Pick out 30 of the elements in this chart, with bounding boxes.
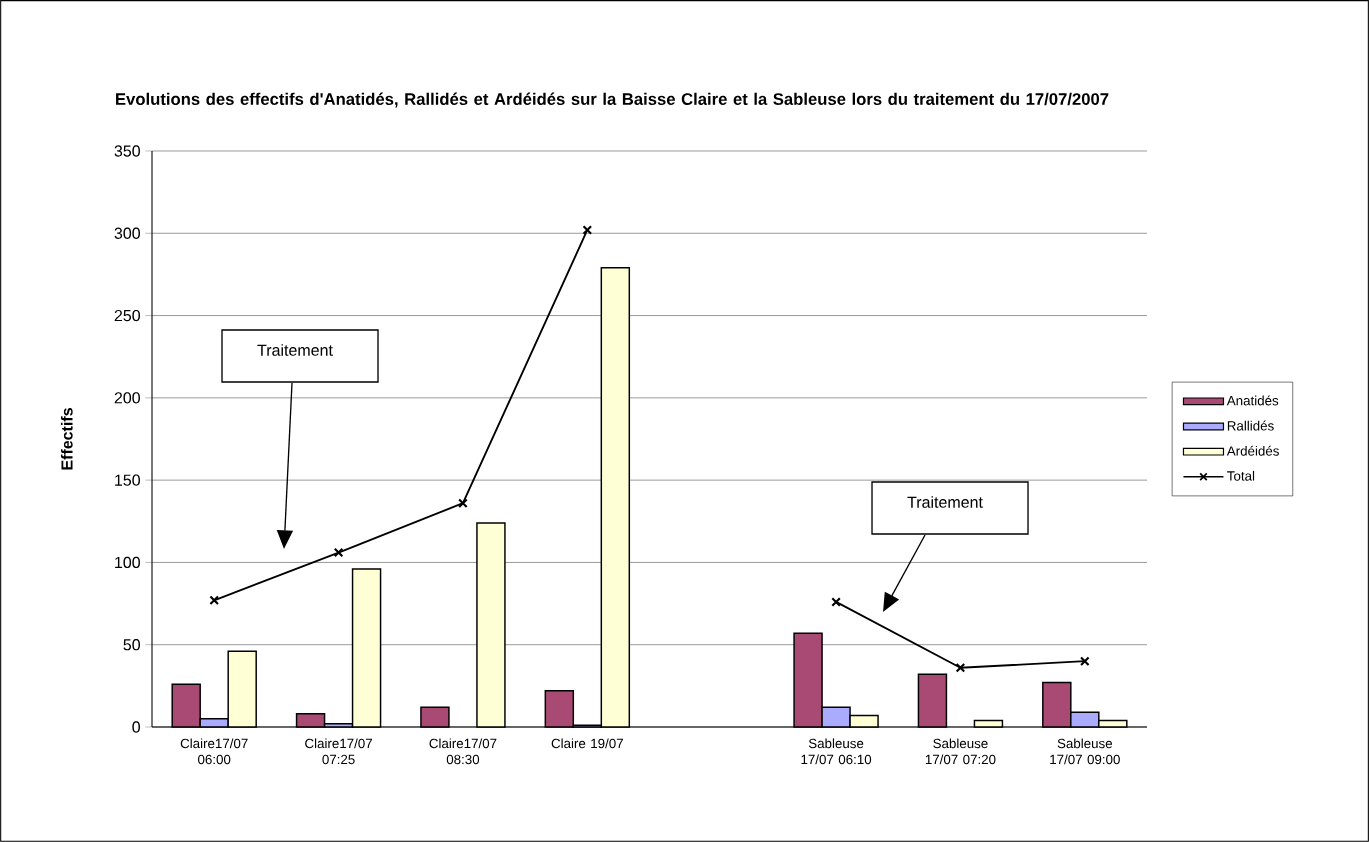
annotation: Traitement: [907, 496, 983, 508]
x-tick-label: Claire17/07 06:00: [180, 738, 248, 765]
y-tick-label: 50: [123, 639, 140, 651]
point: [582, 225, 593, 235]
y-tick-label: 350: [114, 145, 140, 157]
x-tick-label: Claire17/07 08:30: [429, 738, 497, 765]
y-tick-label: 0: [132, 721, 141, 733]
y-tick-label: 200: [114, 392, 140, 404]
legend-label: Ardéidés: [1226, 445, 1279, 456]
x-tick-label: Claire 19/07: [551, 738, 623, 749]
legend-label: Anatidés: [1226, 395, 1279, 406]
annotation: Traitement: [257, 344, 333, 356]
point: [209, 595, 220, 606]
y-tick-label: 100: [115, 556, 140, 569]
chart-title: Evolutions des effectifs d'Anatidés, Rallidés et Ardéidés sur la Baisse Claire et la Sableuse lors du traitement du 17/07/2007: [116, 92, 1109, 108]
point: [1079, 656, 1090, 667]
y-tick-label: 150: [115, 474, 140, 486]
point: [831, 597, 841, 607]
x-tick-label: Sableuse 17/07 07:20: [925, 738, 996, 765]
point: [333, 547, 344, 558]
legend-label: Rallidés: [1227, 420, 1274, 431]
y-tick-label: 250: [114, 309, 140, 322]
x-tick-label: Sableuse 17/07 06:10: [801, 738, 872, 765]
legend-label: Total: [1227, 470, 1255, 481]
y-tick-label: 300: [114, 227, 140, 239]
x-tick-label: Claire17/07 07:25: [305, 738, 372, 765]
point: [955, 662, 966, 673]
y-axis-title: Effectifs: [60, 408, 73, 470]
x-tick-label: Sableuse 17/07 09:00: [1050, 738, 1120, 765]
point: [458, 498, 468, 509]
